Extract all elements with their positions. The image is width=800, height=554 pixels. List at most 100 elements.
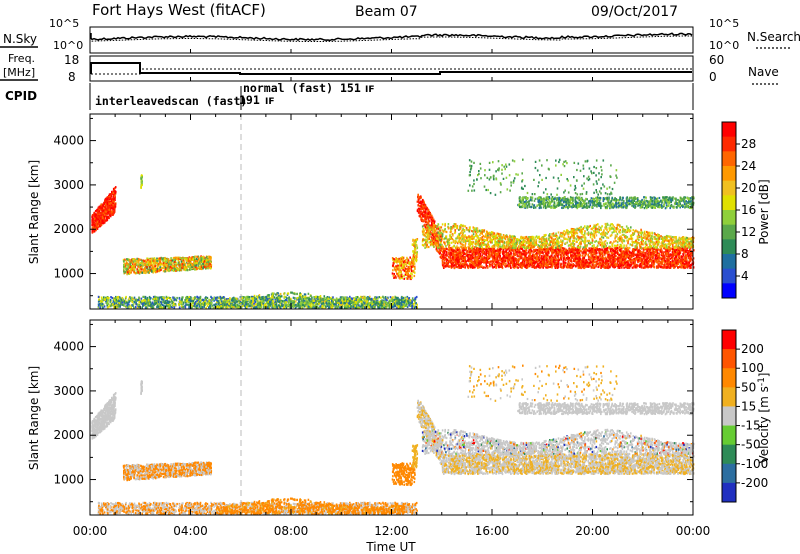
power-cell [374,304,376,307]
power-cell [335,298,338,301]
power-cell [299,293,301,296]
power-cell [256,296,259,299]
power-cell [265,295,267,299]
nave-label: Nave [748,65,779,79]
power-cell [144,259,146,262]
power-cell [105,210,107,213]
power-cell [123,260,125,263]
power-cell [416,246,419,249]
power-cell [129,304,131,307]
power-cell [109,204,112,207]
freq-tick-low: 8 [68,70,76,84]
power-cell [114,198,116,202]
power-cell [199,297,201,300]
power-cell [266,294,269,297]
power-cell [111,192,113,195]
power-cell [163,297,165,300]
power-cell [273,296,276,299]
power-cell [166,265,169,268]
power-cell [362,295,365,298]
power-cell [336,306,339,309]
power-cell [409,256,411,259]
power-cell [168,269,170,273]
power-cell [147,271,150,274]
power-cell [98,205,101,208]
power-cell [152,269,155,272]
power-cell [393,276,395,279]
power-cell [151,267,153,270]
power-cell [236,306,238,309]
power-cell [351,297,354,300]
power-cell [164,266,167,269]
power-cell [326,296,329,299]
station-title: Fort Hays West (fitACF) [92,1,266,19]
power-cell [123,304,125,307]
power-cell [130,297,132,300]
power-cell [391,272,394,275]
power-cell [135,298,137,301]
power-cell [146,266,148,269]
power-cell [146,296,149,300]
power-cell [319,301,321,304]
power-cell [408,269,411,272]
power-cell [186,259,189,262]
power-cell [137,299,139,302]
power-cell [154,299,157,303]
nave-tick-high: 60 [709,53,724,67]
power-cell [332,296,334,299]
power-cell [202,264,204,267]
power-cell [416,306,418,309]
power-cell [294,292,296,296]
power-cell [396,260,399,263]
power-cell [400,306,402,309]
power-cell [351,305,353,308]
power-cell [199,303,202,306]
power-cell [287,296,290,300]
power-cell [410,269,413,273]
power-cell [305,299,307,302]
power-cell [112,210,115,213]
power-cell [195,303,198,306]
power-cell [114,300,117,303]
power-cell [92,223,94,226]
power-cell [176,296,178,300]
power-cell [352,297,355,300]
power-cell [104,203,107,206]
power-cell [340,301,342,304]
power-cell [138,296,140,299]
power-cell [392,298,395,301]
power-cell [144,295,147,299]
power-cell [196,267,198,270]
power-cell [202,265,205,268]
power-cell [261,299,263,302]
power-cell [129,264,132,267]
power-cell [138,301,140,304]
power-cell [308,297,311,300]
power-cell [181,300,183,303]
power-cell [204,262,207,265]
power-cell [144,263,147,266]
power-cell [119,297,121,300]
power-cell [113,197,116,200]
power-cell [413,274,416,278]
power-cell [150,262,152,266]
power-cell [108,210,110,214]
power-cell [136,261,139,264]
power-cell [113,206,115,209]
power-cell [149,258,151,262]
power-cell [260,298,262,301]
power-cell [187,265,190,268]
power-cell [159,257,161,260]
power-cell [380,296,382,299]
power-cell [254,297,256,300]
power-cell [244,304,246,307]
power-cell [94,215,97,218]
power-cell [395,265,398,268]
power-cell [141,261,144,264]
power-cell [414,244,417,247]
power-cell [113,210,116,213]
power-cell [183,260,185,263]
power-cell [411,306,413,309]
power-cell [405,276,408,280]
power-cell [199,267,202,270]
